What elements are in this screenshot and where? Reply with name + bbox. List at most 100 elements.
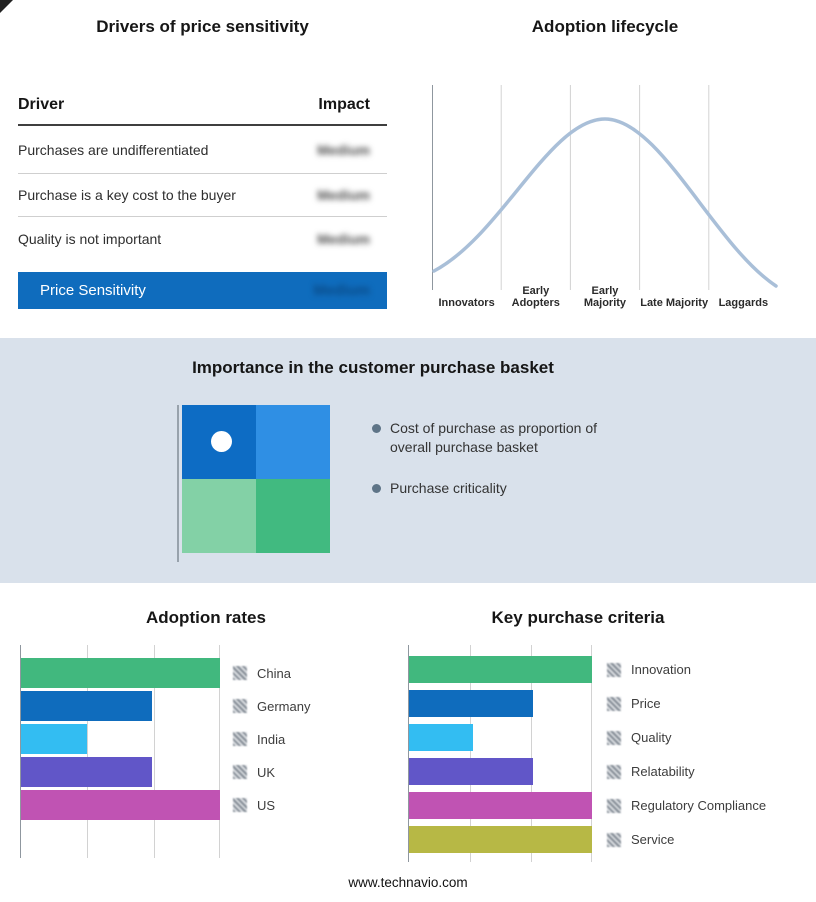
bell-curve xyxy=(432,117,778,288)
impact-cell-redacted: Medium xyxy=(317,230,370,247)
legend-label: Innovation xyxy=(631,662,691,677)
table-row: Purchase is a key cost to the buyer Medi… xyxy=(18,174,387,217)
legend-swatch-redacted xyxy=(233,798,247,812)
bullet-item: Cost of purchase as proportion of overal… xyxy=(372,419,630,457)
key-purchase-criteria-section: Key purchase criteria Innovation Price xyxy=(408,600,766,862)
drivers-title: Drivers of price sensitivity xyxy=(96,17,309,36)
quadrant-bottom-right xyxy=(256,479,330,553)
adoption-lifecycle-section: Adoption lifecycle Innovators Early Adop… xyxy=(432,12,778,309)
lifecycle-stage-labels: Innovators Early Adopters Early Majority… xyxy=(432,283,778,309)
legend-label: UK xyxy=(257,764,276,780)
legend-swatch-redacted xyxy=(233,765,247,779)
quadrant-bottom-left xyxy=(182,479,256,553)
bar-service xyxy=(409,826,592,853)
quadrant-top-left xyxy=(182,405,256,479)
table-row: Quality is not important Medium xyxy=(18,217,387,260)
bar-group xyxy=(409,645,592,853)
quadrant-top-right xyxy=(256,405,330,479)
bar-regulatory-compliance xyxy=(409,792,592,819)
bar-price xyxy=(409,690,534,717)
impact-cell-redacted: Medium xyxy=(317,141,370,158)
legend-swatch-redacted xyxy=(233,699,247,713)
legend-label: Regulatory Compliance xyxy=(631,798,767,813)
driver-cell: Quality is not important xyxy=(18,230,162,247)
bar-china xyxy=(21,658,220,688)
legend-label: India xyxy=(257,731,286,747)
basket-bullet-list: Cost of purchase as proportion of overal… xyxy=(372,419,630,498)
corner-fold-decoration xyxy=(0,0,13,13)
driver-column-header: Driver xyxy=(18,96,65,113)
lifecycle-curve-chart xyxy=(432,85,778,290)
legend-item: Innovation xyxy=(607,656,766,683)
stage-label: Early Adopters xyxy=(511,285,560,309)
bar-innovation xyxy=(409,656,592,683)
quadrant-axis-line xyxy=(177,405,179,562)
adoption-rates-section: Adoption rates China Germany xyxy=(0,600,412,862)
basket-title: Importance in the customer purchase bask… xyxy=(192,358,554,377)
price-sensitivity-drivers-section: Drivers of price sensitivity Driver Impa… xyxy=(18,12,387,309)
price-sensitivity-impact-redacted: Medium xyxy=(313,282,370,299)
legend-swatch-redacted xyxy=(607,662,621,677)
legend-item: UK xyxy=(233,757,310,787)
bullet-text: Purchase criticality xyxy=(390,480,507,496)
bar-relatability xyxy=(409,758,534,785)
legend-label: Price xyxy=(631,696,661,711)
purchase-basket-quadrant xyxy=(182,405,330,553)
legend-label: Service xyxy=(631,832,675,847)
purchase-basket-section: Importance in the customer purchase bask… xyxy=(0,338,816,583)
bar-india xyxy=(21,724,87,754)
legend-swatch-redacted xyxy=(607,696,621,711)
legend-label: Quality xyxy=(631,730,672,745)
key-purchase-criteria-legend: Innovation Price Quality Relatability Re… xyxy=(607,656,766,853)
gridline xyxy=(219,645,220,858)
legend-swatch-redacted xyxy=(607,764,621,779)
bullet-item: Purchase criticality xyxy=(372,479,630,498)
legend-item: Germany xyxy=(233,691,310,721)
adoption-rates-title: Adoption rates xyxy=(146,608,266,627)
bar-uk xyxy=(21,757,153,787)
legend-item: Regulatory Compliance xyxy=(607,792,766,819)
bullet-dot xyxy=(372,484,381,493)
legend-item: Quality xyxy=(607,724,766,751)
bullet-text: Cost of purchase as proportion of overal… xyxy=(390,420,598,455)
legend-swatch-redacted xyxy=(607,832,621,847)
gridline xyxy=(153,645,155,858)
lifecycle-title: Adoption lifecycle xyxy=(531,17,679,36)
legend-label: Germany xyxy=(257,698,311,714)
driver-cell: Purchases are undifferentiated xyxy=(18,141,209,158)
gridline xyxy=(87,645,89,858)
stage-label: Late Majority xyxy=(640,296,709,309)
position-marker-dot xyxy=(211,431,232,452)
legend-swatch-redacted xyxy=(607,798,621,813)
legend-item: Relatability xyxy=(607,758,766,785)
impact-column-header: Impact xyxy=(318,96,370,113)
stage-label: Laggards xyxy=(718,296,769,309)
bar-quality xyxy=(409,724,474,751)
driver-cell: Purchase is a key cost to the buyer xyxy=(18,187,236,203)
gridline xyxy=(531,645,532,862)
legend-label: Relatability xyxy=(631,764,695,779)
table-row: Purchases are undifferentiated Medium xyxy=(18,126,387,174)
legend-swatch-redacted xyxy=(233,732,247,746)
legend-item: China xyxy=(233,658,310,688)
bullet-dot xyxy=(372,424,381,433)
legend-label: US xyxy=(257,797,276,813)
bar-germany xyxy=(21,691,153,721)
legend-item: India xyxy=(233,724,310,754)
stage-label: Early Majority xyxy=(583,285,627,309)
legend-swatch-redacted xyxy=(233,666,247,680)
bar-us xyxy=(21,790,220,820)
legend-item: Price xyxy=(607,690,766,717)
impact-cell-redacted: Medium xyxy=(317,187,370,203)
drivers-table-header: Driver Impact xyxy=(18,95,387,126)
adoption-rates-plot xyxy=(20,645,220,858)
legend-item: US xyxy=(233,790,310,820)
price-sensitivity-row: Price Sensitivity Medium xyxy=(18,272,387,309)
gridline xyxy=(591,645,592,862)
website-footer: www.technavio.com xyxy=(348,875,468,890)
key-purchase-criteria-title: Key purchase criteria xyxy=(491,608,665,627)
stage-label: Innovators xyxy=(438,296,495,309)
legend-label: China xyxy=(257,665,291,681)
price-sensitivity-label: Price Sensitivity xyxy=(40,282,146,299)
